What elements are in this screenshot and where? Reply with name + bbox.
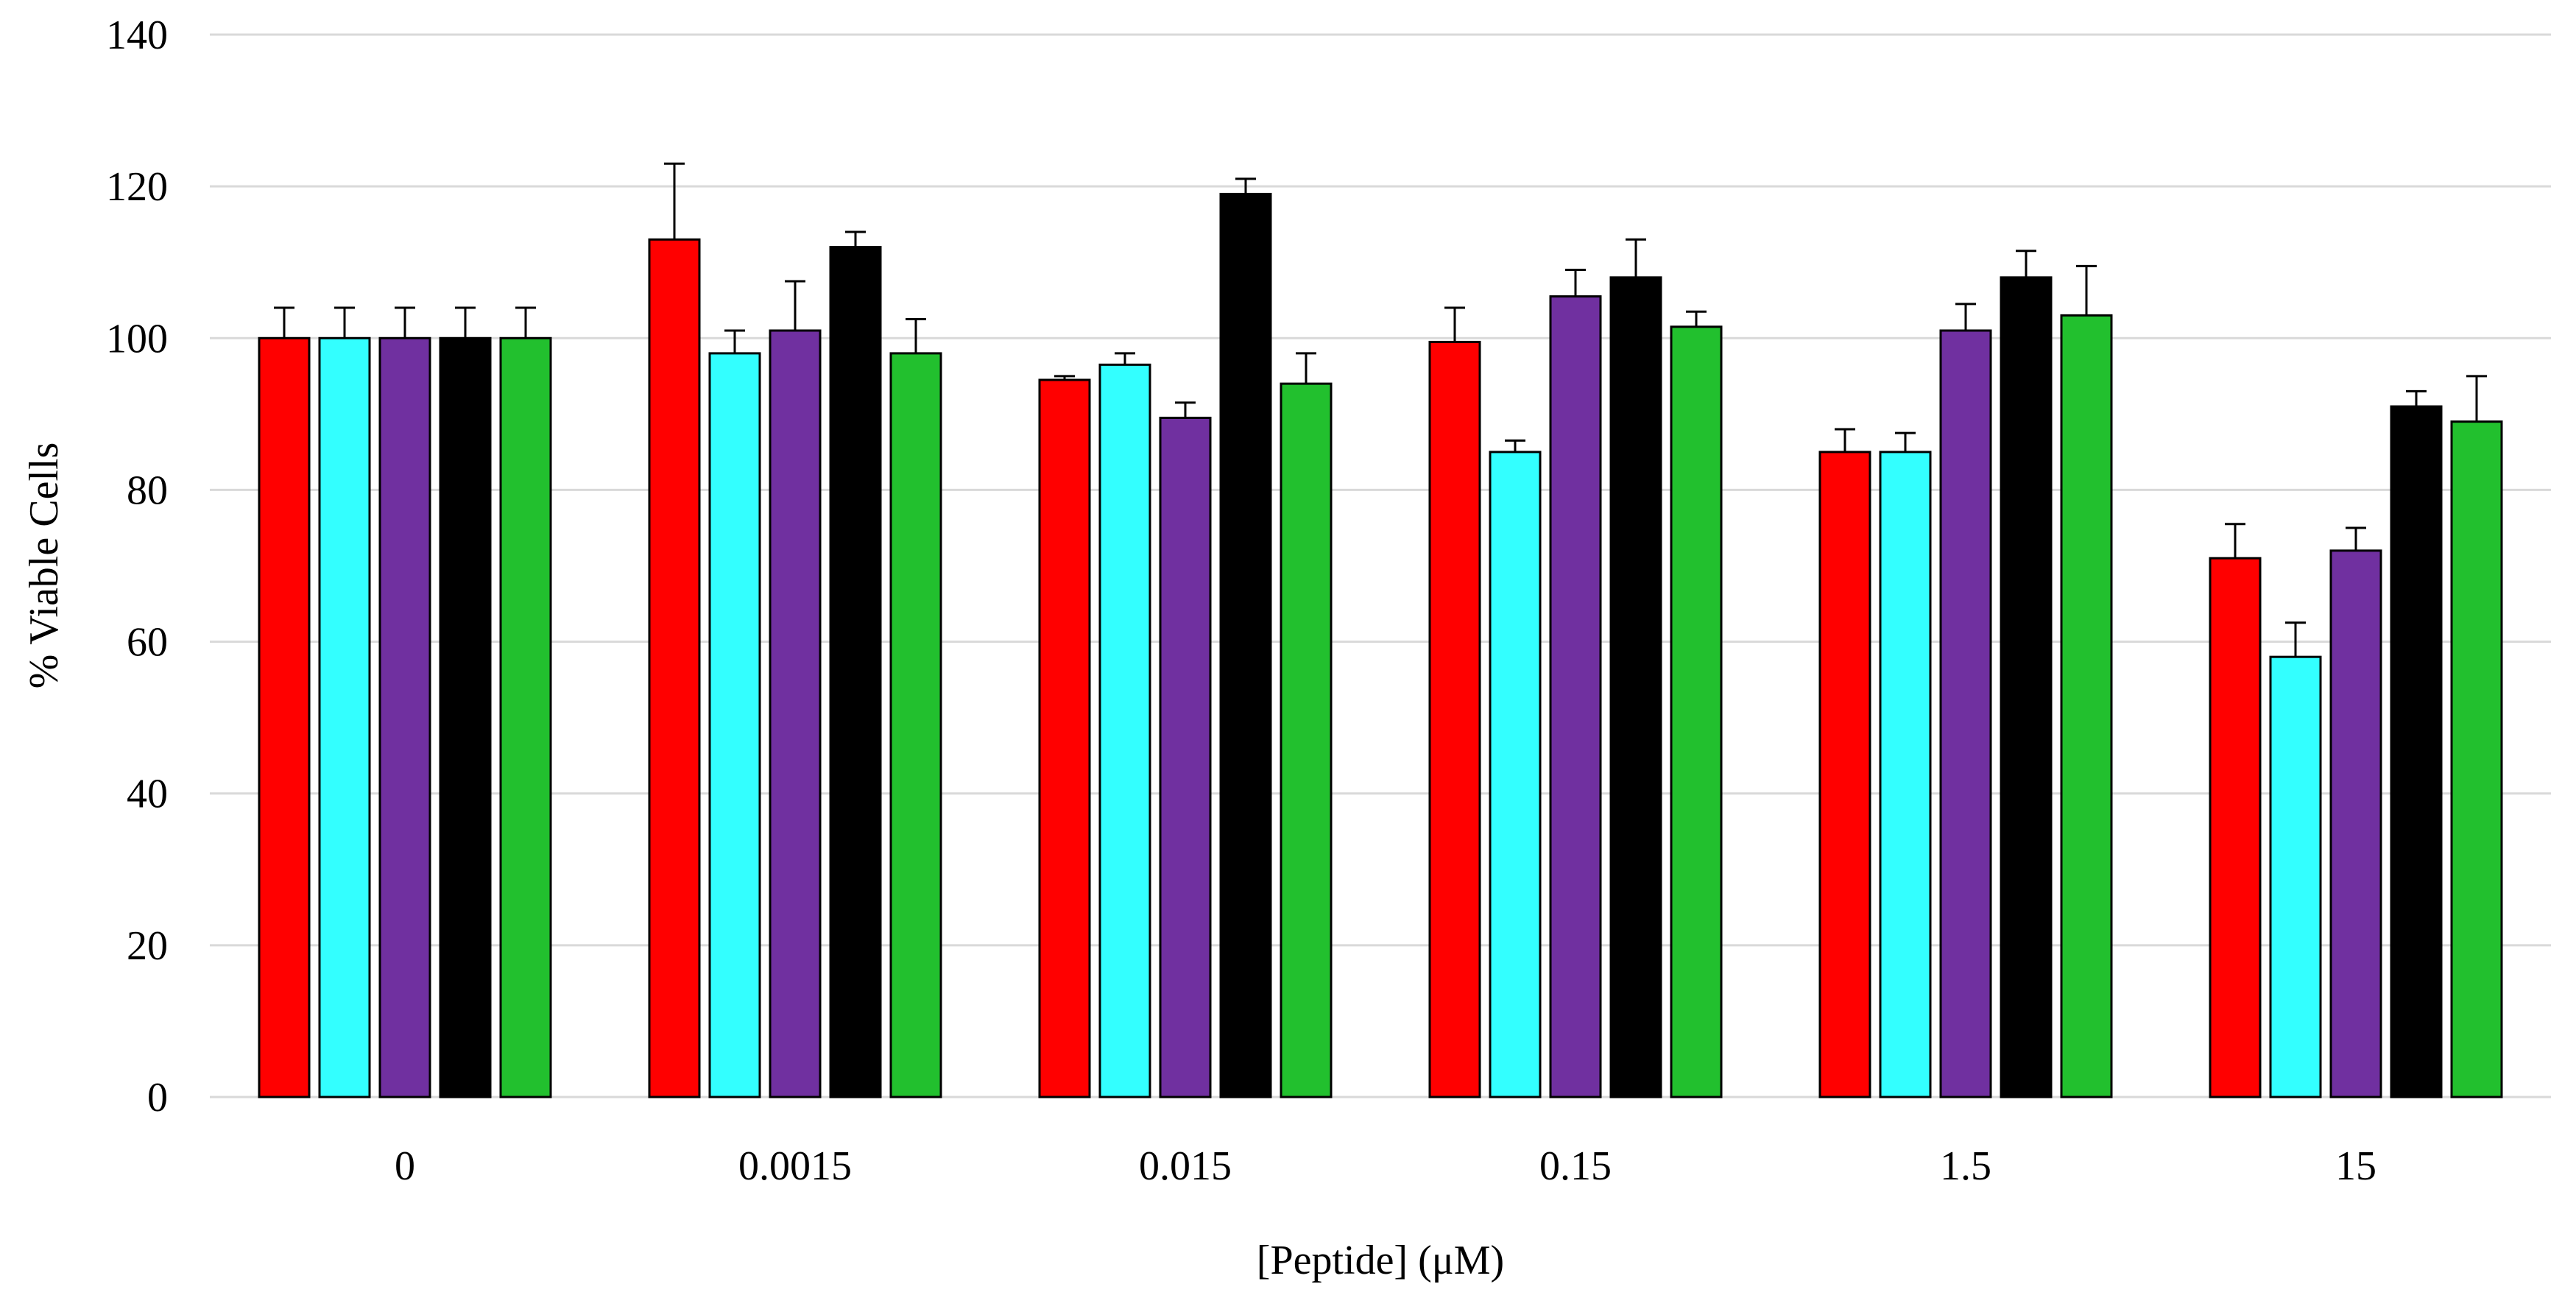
x-axis-ticks: 0 0.0015 0.015 0.15 1.5 15 bbox=[395, 1143, 2376, 1189]
bars bbox=[258, 192, 2503, 1098]
bar bbox=[1280, 382, 1333, 1098]
y-axis-title: % Viable Cells bbox=[21, 442, 67, 689]
bar bbox=[2269, 655, 2322, 1098]
bar bbox=[648, 238, 701, 1098]
bar bbox=[1219, 192, 1272, 1098]
y-tick-label: 100 bbox=[106, 316, 168, 361]
x-tick-label: 0.015 bbox=[1139, 1143, 1232, 1189]
y-tick-label: 120 bbox=[106, 164, 168, 210]
x-tick-label: 0.15 bbox=[1539, 1143, 1612, 1189]
y-tick-label: 40 bbox=[127, 772, 168, 817]
bar bbox=[2450, 420, 2503, 1098]
y-tick-label: 140 bbox=[106, 13, 168, 58]
bar bbox=[2209, 557, 2262, 1098]
y-tick-label: 80 bbox=[127, 468, 168, 513]
y-tick-label: 0 bbox=[147, 1075, 168, 1121]
x-tick-label: 1.5 bbox=[1940, 1143, 1991, 1189]
bar bbox=[1489, 451, 1542, 1098]
bar bbox=[499, 336, 552, 1098]
bar bbox=[889, 352, 942, 1098]
bar bbox=[769, 329, 822, 1098]
bar bbox=[439, 336, 492, 1098]
y-tick-label: 60 bbox=[127, 620, 168, 666]
bar bbox=[2000, 276, 2053, 1098]
bar bbox=[1670, 325, 1723, 1098]
bar bbox=[829, 246, 882, 1098]
bar bbox=[1879, 451, 1932, 1098]
bar bbox=[2329, 549, 2382, 1098]
bar bbox=[1098, 363, 1151, 1098]
bar bbox=[1428, 340, 1481, 1098]
bar bbox=[1159, 417, 1212, 1098]
x-tick-label: 0.0015 bbox=[738, 1143, 852, 1189]
bar bbox=[1818, 451, 1871, 1098]
bar bbox=[1549, 295, 1602, 1098]
y-tick-label: 20 bbox=[127, 923, 168, 969]
x-tick-label: 15 bbox=[2335, 1143, 2376, 1189]
x-tick-label: 0 bbox=[395, 1143, 415, 1189]
bar bbox=[258, 336, 311, 1098]
bar bbox=[318, 336, 371, 1098]
bar bbox=[2060, 314, 2113, 1098]
gridlines bbox=[210, 33, 2551, 1098]
bar bbox=[1038, 378, 1091, 1098]
bar bbox=[2390, 405, 2443, 1098]
bar bbox=[378, 336, 431, 1098]
x-axis-title: [Peptide] (μM) bbox=[1257, 1238, 1504, 1283]
error-bars bbox=[274, 162, 2487, 657]
bar bbox=[1939, 329, 1992, 1098]
bar bbox=[708, 352, 761, 1098]
bar bbox=[1609, 276, 1662, 1098]
y-axis-ticks: 0 20 40 60 80 100 120 140 bbox=[106, 13, 168, 1121]
